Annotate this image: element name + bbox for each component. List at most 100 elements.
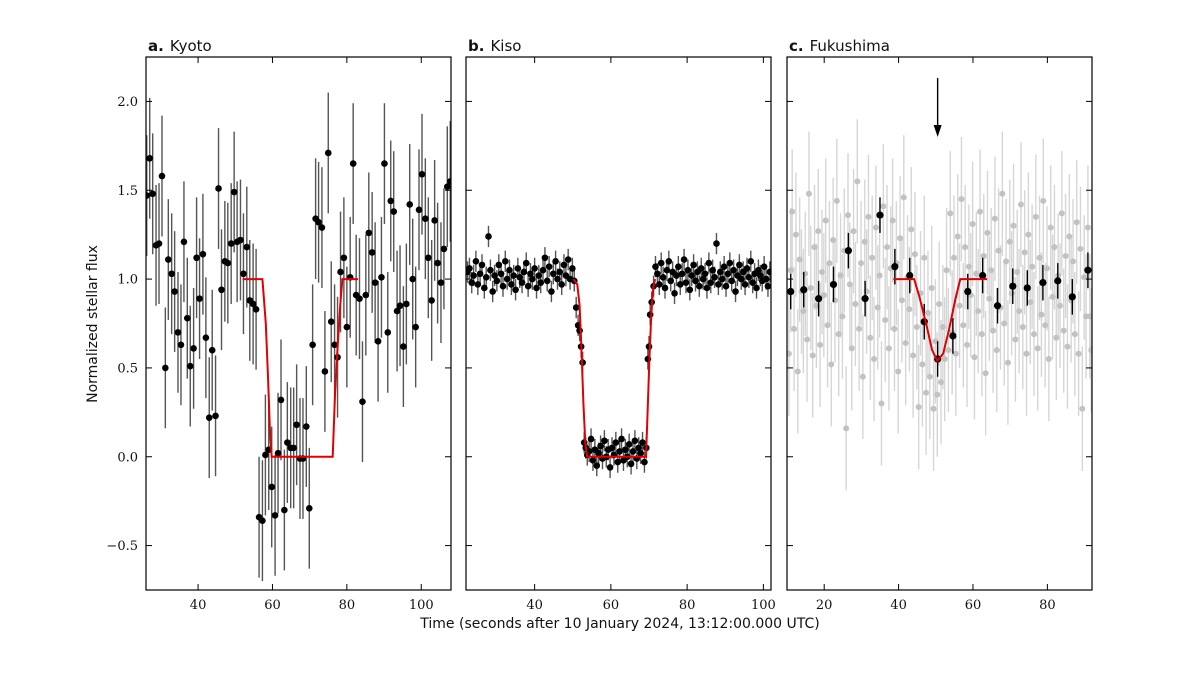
flux-point <box>508 281 515 288</box>
raw-flux-point <box>833 197 840 204</box>
flux-point <box>520 268 528 276</box>
flux-point <box>493 277 501 285</box>
x-tick-label: 40 <box>526 598 543 613</box>
flux-point <box>572 304 580 311</box>
flux-point <box>678 270 686 278</box>
flux-point <box>271 512 279 519</box>
flux-point <box>760 263 768 270</box>
flux-point <box>705 259 713 267</box>
flux-point <box>425 254 432 262</box>
raw-flux-point <box>1006 238 1013 245</box>
raw-flux-point <box>1049 293 1056 300</box>
flux-point <box>243 243 251 251</box>
raw-flux-point <box>986 295 993 302</box>
raw-flux-point <box>939 324 946 331</box>
flux-point <box>545 263 553 270</box>
flux-point <box>728 277 736 285</box>
raw-flux-point <box>1040 197 1047 204</box>
flux-point <box>356 295 363 302</box>
raw-flux-point <box>1077 245 1084 252</box>
flux-point <box>749 279 756 286</box>
flux-point <box>697 265 705 272</box>
raw-flux-point <box>898 297 905 304</box>
flux-point <box>168 270 175 278</box>
flux-point <box>722 282 730 290</box>
flux-point <box>489 288 496 295</box>
flux-point <box>331 341 338 349</box>
flux-point <box>686 286 694 294</box>
flux-point <box>365 229 373 237</box>
x-tick-label: 60 <box>603 598 620 613</box>
raw-flux-point <box>1036 254 1043 261</box>
binned-flux-point <box>1084 266 1092 274</box>
flux-point <box>501 258 509 265</box>
flux-point <box>657 259 665 267</box>
flux-point <box>205 414 213 421</box>
model-curve <box>572 278 657 458</box>
flux-point <box>186 362 194 370</box>
flux-point <box>741 281 749 288</box>
flux-point <box>548 288 555 295</box>
flux-point <box>637 449 644 457</box>
flux-point <box>629 448 637 455</box>
flux-point <box>709 266 716 274</box>
flux-point <box>208 346 216 354</box>
raw-flux-point <box>822 217 829 224</box>
raw-flux-point <box>882 316 889 323</box>
flux-point <box>183 314 191 322</box>
flux-point <box>747 258 755 265</box>
flux-point <box>177 341 185 349</box>
panel-1: 40 60 80 100 −0.5 0.0 0.5 1.0 1.5 2.0 a. Kyoto <box>106 37 452 613</box>
flux-point <box>146 192 151 199</box>
raw-flux-point <box>815 228 822 235</box>
flux-point <box>149 190 156 198</box>
flux-point <box>434 259 441 267</box>
raw-flux-point <box>1066 233 1073 240</box>
flux-point <box>428 297 435 304</box>
raw-flux-point <box>926 373 933 380</box>
flux-point <box>196 295 203 302</box>
raw-flux-point <box>1004 359 1011 366</box>
y-tick-label: 1.5 <box>117 184 138 199</box>
flux-point <box>180 238 188 246</box>
raw-flux-point <box>813 302 820 309</box>
raw-flux-point <box>964 341 971 348</box>
flux-point <box>237 236 244 244</box>
raw-flux-point <box>943 267 950 274</box>
flux-point <box>713 240 720 247</box>
raw-flux-point <box>1038 311 1045 318</box>
raw-flux-point <box>1086 313 1092 320</box>
raw-flux-point <box>818 268 825 275</box>
binned-flux-point <box>1009 282 1017 290</box>
raw-flux-point <box>937 379 944 386</box>
raw-flux-point <box>930 405 937 412</box>
flux-point <box>593 462 601 469</box>
x-tick-label: 80 <box>339 598 356 613</box>
raw-flux-point <box>1060 327 1067 334</box>
binned-flux-point <box>861 295 869 303</box>
raw-flux-point <box>995 247 1002 254</box>
raw-flux-point <box>984 229 991 236</box>
binned-flux-point <box>1054 277 1062 285</box>
raw-flux-point <box>1062 252 1069 259</box>
flux-point <box>443 183 451 190</box>
raw-flux-point <box>1029 263 1036 270</box>
flux-point <box>497 270 505 278</box>
panel-2: 40 60 80 100 b. Kiso <box>465 37 776 613</box>
binned-flux-point <box>891 263 899 271</box>
raw-flux-point <box>837 272 844 279</box>
flux-point <box>162 364 169 372</box>
flux-point <box>390 208 398 215</box>
raw-flux-point <box>1075 350 1082 357</box>
model-curve <box>242 278 358 458</box>
flux-point <box>743 265 751 272</box>
flux-point <box>755 266 762 274</box>
raw-flux-point <box>1014 268 1021 275</box>
flux-point <box>252 305 260 313</box>
flux-point <box>415 206 423 214</box>
raw-flux-point <box>878 400 885 407</box>
raw-flux-point <box>871 356 878 363</box>
flux-point <box>587 435 595 443</box>
flux-point <box>406 201 414 208</box>
flux-point <box>673 272 680 279</box>
